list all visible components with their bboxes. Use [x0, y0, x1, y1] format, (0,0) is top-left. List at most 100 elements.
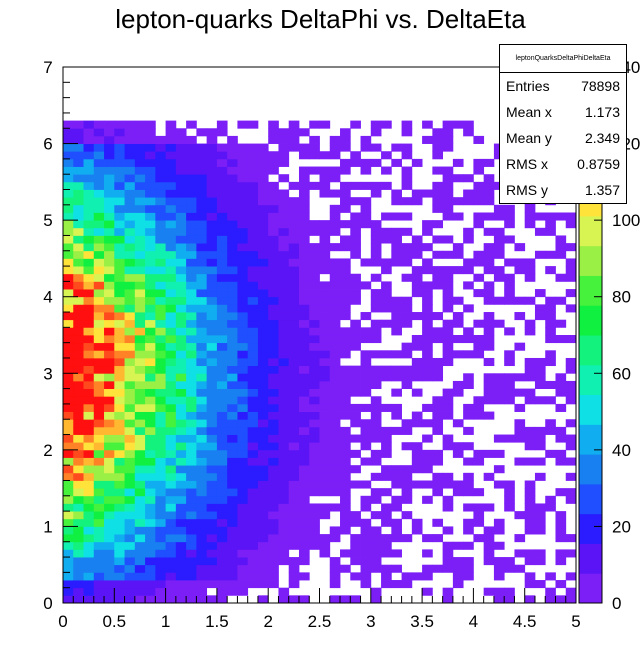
heatmap-bin [555, 557, 567, 566]
heatmap-bin [298, 526, 310, 535]
heatmap-bin [442, 235, 454, 244]
heatmap-bin [432, 266, 444, 275]
stats-label: RMS x [506, 156, 548, 172]
heatmap-bin [463, 411, 474, 420]
heatmap-bin [186, 541, 197, 550]
heatmap-bin [473, 258, 485, 267]
heatmap-bin [370, 273, 382, 282]
heatmap-bin [298, 273, 310, 282]
heatmap-bin [186, 312, 197, 321]
heatmap-bin [298, 388, 310, 397]
heatmap-bin [175, 296, 187, 305]
heatmap-bin [422, 534, 433, 543]
heatmap-bin [196, 373, 208, 382]
heatmap-bin [134, 166, 146, 175]
heatmap-bin [298, 350, 310, 359]
heatmap-bin [442, 273, 454, 282]
heatmap-bin [545, 587, 556, 596]
heatmap-bin [360, 258, 372, 267]
heatmap-bin [93, 166, 105, 175]
heatmap-bin [257, 495, 269, 504]
heatmap-bin [227, 235, 238, 244]
heatmap-bin [370, 143, 382, 152]
heatmap-bin [73, 335, 84, 344]
heatmap-bin [442, 526, 454, 535]
heatmap-bin [114, 472, 125, 481]
heatmap-bin [329, 335, 341, 344]
heatmap-bin [288, 220, 300, 229]
heatmap-bin [83, 250, 95, 259]
heatmap-bin [227, 289, 238, 298]
heatmap-bin [134, 449, 146, 458]
heatmap-bin [257, 266, 269, 275]
heatmap-bin [309, 472, 320, 481]
heatmap-bin [196, 380, 208, 389]
heatmap-bin [83, 357, 95, 367]
heatmap-bin [196, 220, 208, 229]
heatmap-bin [442, 296, 454, 305]
heatmap-bin [247, 174, 259, 183]
heatmap-bin [114, 120, 125, 129]
heatmap-bin [473, 319, 485, 328]
heatmap-bin [288, 388, 300, 397]
heatmap-bin [422, 227, 433, 236]
heatmap-bin [278, 319, 290, 328]
heatmap-bin [432, 564, 444, 573]
heatmap-bin [155, 243, 166, 252]
heatmap-bin [524, 526, 536, 535]
heatmap-bin [145, 319, 156, 328]
heatmap-bin [227, 212, 238, 221]
heatmap-bin [340, 189, 351, 198]
heatmap-bin [104, 319, 115, 328]
heatmap-bin [319, 266, 331, 275]
heatmap-bin [422, 564, 433, 573]
heatmap-bin [545, 380, 556, 389]
heatmap-bin [340, 243, 351, 252]
heatmap-bin [206, 212, 218, 221]
heatmap-bin [370, 335, 382, 344]
heatmap-bin [124, 465, 136, 474]
x-tick-label: 4.5 [513, 612, 537, 631]
heatmap-bin [145, 204, 156, 213]
heatmap-bin [73, 296, 84, 305]
heatmap-bin [422, 465, 433, 474]
heatmap-bin [175, 350, 187, 359]
heatmap-bin [175, 273, 187, 282]
heatmap-bin [186, 480, 197, 489]
heatmap-bin [227, 457, 238, 466]
heatmap-bin [175, 549, 187, 558]
heatmap-bin [463, 227, 474, 236]
heatmap-bin [165, 419, 177, 428]
heatmap-bin [145, 266, 156, 275]
heatmap-bin [165, 158, 177, 167]
heatmap-bin [124, 250, 136, 259]
heatmap-bin [227, 365, 238, 374]
heatmap-bin [309, 250, 320, 259]
heatmap-bin [463, 472, 474, 481]
heatmap-bin [145, 166, 156, 175]
heatmap-bin [227, 411, 238, 420]
heatmap-bin [145, 273, 156, 282]
heatmap-bin [483, 174, 495, 183]
heatmap-bin [493, 480, 505, 489]
heatmap-bin [463, 266, 474, 275]
heatmap-bin [268, 335, 279, 344]
heatmap-bin [134, 365, 146, 374]
heatmap-bin [216, 174, 228, 183]
heatmap-bin [298, 174, 310, 183]
heatmap-bin [504, 327, 515, 336]
heatmap-bin [165, 212, 177, 221]
heatmap-bin [237, 181, 249, 190]
heatmap-bin [401, 212, 413, 221]
heatmap-bin [124, 227, 136, 236]
heatmap-bin [298, 319, 310, 328]
heatmap-bin [83, 503, 95, 512]
heatmap-bin [104, 411, 115, 420]
heatmap-bin [124, 557, 136, 566]
heatmap-bin [93, 449, 105, 458]
heatmap-bin [514, 434, 526, 443]
heatmap-bin [93, 151, 105, 160]
heatmap-bin [565, 549, 577, 558]
heatmap-bin [298, 373, 310, 382]
heatmap-bin [422, 312, 433, 321]
